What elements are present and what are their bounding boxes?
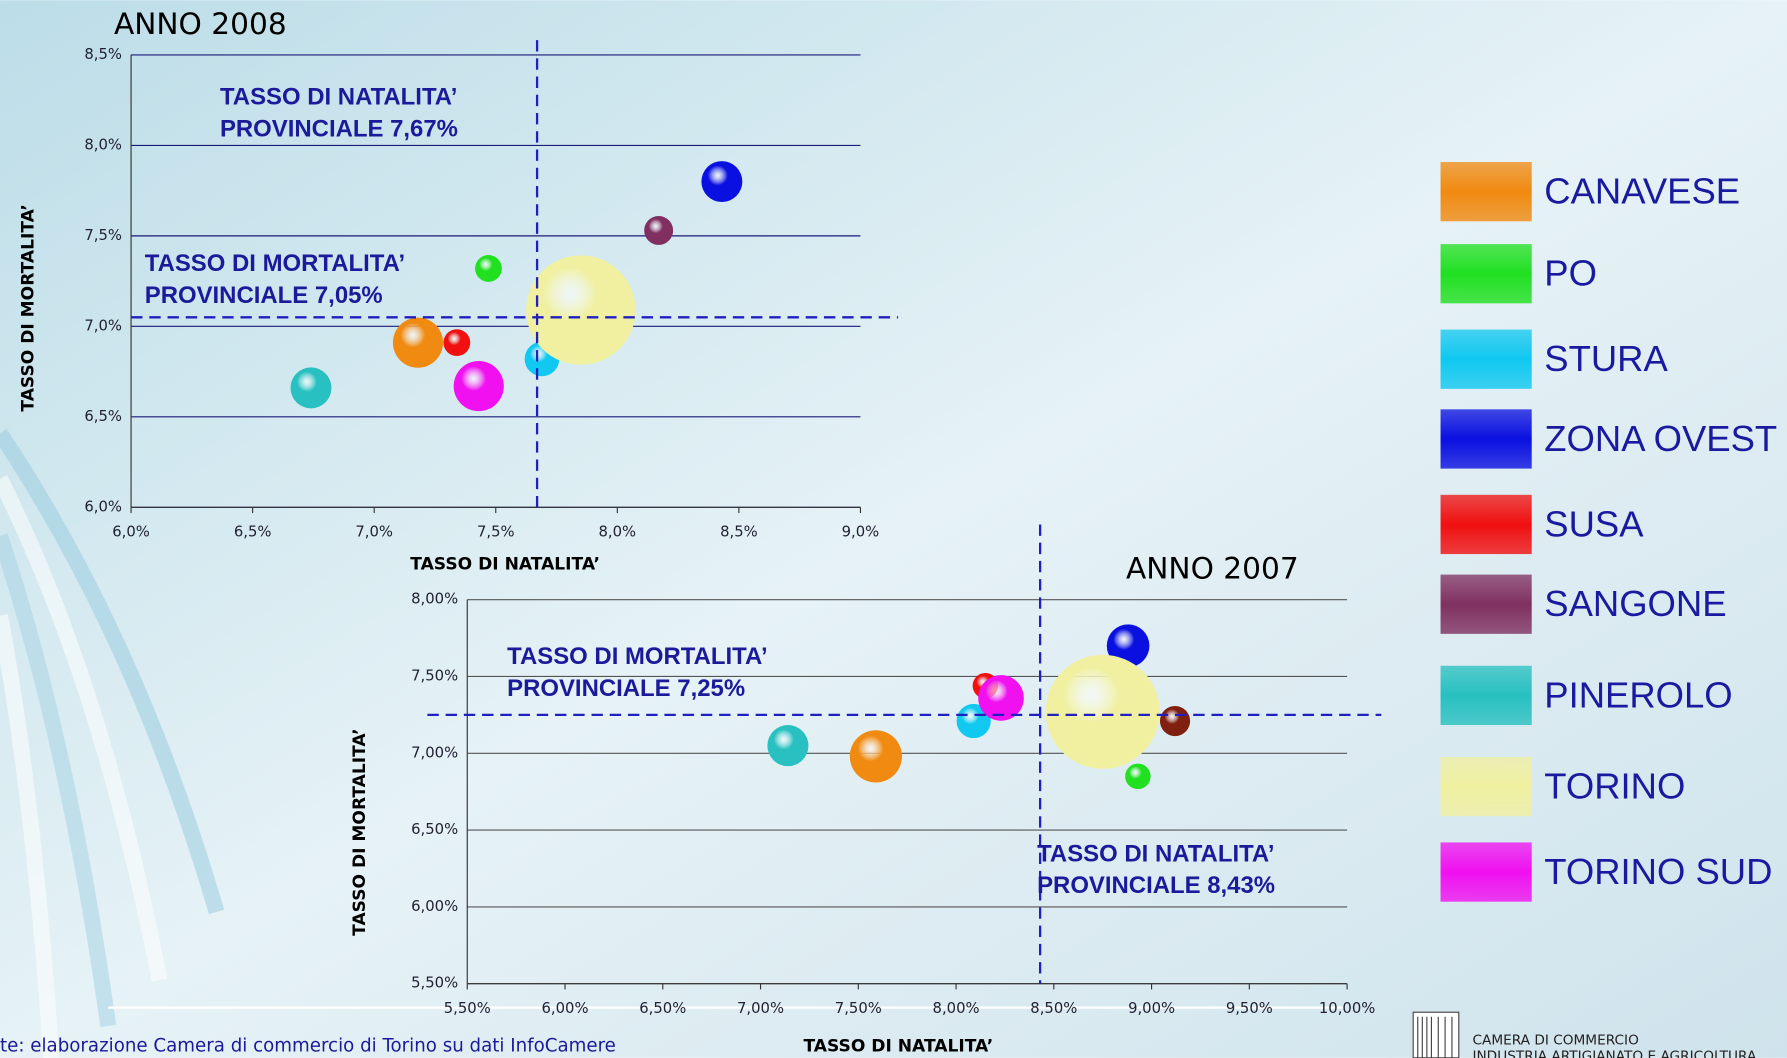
x-tick-label: 9,00% (1128, 1000, 1175, 1017)
chart-title: ANNO 2008 (114, 6, 287, 41)
y-tick-label: 8,0% (84, 136, 122, 153)
bubble (475, 255, 502, 282)
y-tick-label: 6,00% (411, 898, 458, 915)
y-axis-label: TASSO DI MORTALITA’ (350, 728, 370, 935)
annotation: PROVINCIALE 8,43% (1037, 872, 1275, 899)
legend-swatch (1440, 494, 1532, 555)
bubble (978, 675, 1024, 721)
y-tick-label: 8,00% (411, 591, 458, 608)
x-tick-label: 8,50% (1030, 1000, 1077, 1017)
legend-label: ZONA OVEST (1544, 418, 1777, 459)
y-tick-label: 8,5% (84, 46, 122, 63)
x-tick-label: 7,5% (477, 523, 515, 540)
bubble (701, 161, 743, 203)
x-axis-label: TASSO DI NATALITA’ (410, 554, 600, 574)
annotation: TASSO DI NATALITA’ (1037, 840, 1274, 867)
logo (1412, 1011, 1460, 1058)
bubble (644, 215, 674, 245)
legend-swatch (1440, 842, 1532, 902)
logo-text: INDUSTRIA ARTIGIANATO E AGRICOLTURA (1472, 1049, 1757, 1058)
y-tick-label: 6,0% (84, 498, 122, 515)
legend-swatch (1440, 244, 1532, 304)
y-tick-label: 5,50% (411, 975, 458, 992)
bubble (290, 367, 332, 409)
legend-swatch (1440, 756, 1532, 817)
y-tick-label: 6,5% (84, 408, 122, 425)
legend-swatch (1440, 329, 1532, 389)
x-tick-label: 10,00% (1319, 1000, 1375, 1017)
y-tick-label: 7,0% (84, 317, 122, 334)
x-tick-label: 6,5% (234, 523, 272, 540)
x-tick-label: 5,50% (444, 1000, 491, 1017)
legend-label: STURA (1544, 338, 1668, 379)
bubble (767, 725, 809, 767)
x-tick-label: 8,00% (933, 1000, 980, 1017)
bubble (526, 255, 636, 365)
bubble (1106, 624, 1150, 668)
legend-swatch (1440, 409, 1532, 469)
y-tick-label: 7,50% (411, 667, 458, 684)
x-tick-label: 7,0% (355, 523, 393, 540)
legend-label: SUSA (1544, 503, 1644, 544)
x-tick-label: 8,5% (720, 523, 758, 540)
x-tick-label: 7,00% (737, 1000, 784, 1017)
bubble (453, 361, 504, 412)
x-tick-label: 6,50% (639, 1000, 686, 1017)
x-tick-label: 7,50% (835, 1000, 882, 1017)
legend-swatch (1440, 665, 1532, 726)
y-tick-label: 7,5% (84, 227, 122, 244)
x-tick-label: 8,0% (599, 523, 637, 540)
chart-title: ANNO 2007 (1126, 551, 1299, 586)
bubble (392, 317, 444, 368)
annotation: TASSO DI MORTALITA’ (507, 643, 767, 670)
annotation: TASSO DI NATALITA’ (220, 84, 457, 111)
bubble (1159, 705, 1191, 737)
annotation: PROVINCIALE 7,25% (507, 675, 745, 702)
bubble (1125, 763, 1151, 790)
bubble (956, 703, 991, 739)
y-tick-label: 6,50% (411, 821, 458, 838)
legend-label: PINEROLO (1544, 674, 1732, 715)
x-tick-label: 6,0% (112, 523, 150, 540)
annotation: TASSO DI MORTALITA’ (145, 250, 405, 277)
legend-label: TORINO (1544, 765, 1685, 806)
x-axis-label: TASSO DI NATALITA’ (803, 1036, 993, 1056)
source-note: te: elaborazione Camera di commercio di … (0, 1035, 616, 1056)
bubble (849, 730, 903, 783)
y-tick-label: 7,00% (411, 744, 458, 761)
x-tick-label: 9,0% (842, 523, 880, 540)
annotation: PROVINCIALE 7,67% (220, 115, 458, 142)
legend-swatch (1440, 162, 1532, 222)
x-tick-label: 6,00% (542, 1000, 589, 1017)
y-axis-label: TASSO DI MORTALITA’ (18, 204, 38, 411)
bubble (1045, 654, 1160, 769)
bubble (443, 329, 471, 357)
legend-swatch (1440, 574, 1532, 634)
legend-label: CANAVESE (1544, 171, 1740, 212)
logo-text: CAMERA DI COMMERCIO (1472, 1033, 1638, 1049)
legend-label: SANGONE (1544, 583, 1726, 624)
legend-label: PO (1544, 253, 1597, 294)
decoration (0, 428, 225, 1058)
legend-label: TORINO SUD (1544, 851, 1772, 892)
annotation: PROVINCIALE 7,05% (145, 282, 383, 309)
x-tick-label: 9,50% (1226, 1000, 1273, 1017)
